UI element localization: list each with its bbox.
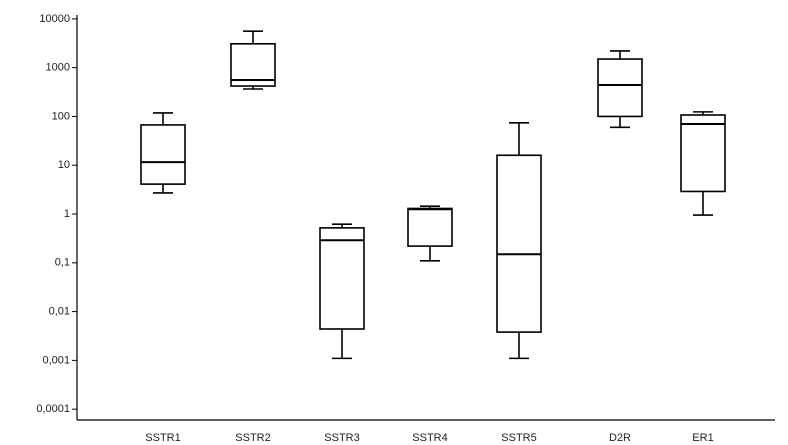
y-tick-label: 10 (58, 159, 70, 171)
box (597, 58, 643, 118)
y-tick-label: 100 (52, 110, 70, 122)
box (680, 114, 726, 193)
x-tick-label: D2R (609, 432, 631, 444)
y-tick-label: 1 (64, 208, 70, 220)
box (230, 43, 276, 87)
x-tick-label: SSTR1 (145, 432, 180, 444)
y-tick-label: 0,01 (49, 306, 70, 318)
box (407, 207, 453, 247)
box (140, 124, 186, 185)
box (496, 154, 542, 333)
y-tick-label: 0,1 (55, 257, 70, 269)
y-tick-label: 10000 (39, 13, 70, 25)
y-tick-label: 0,0001 (36, 403, 70, 415)
box (319, 227, 365, 330)
x-tick-label: SSTR5 (501, 432, 536, 444)
y-tick-label: 0,001 (42, 354, 70, 366)
x-tick-label: SSTR4 (412, 432, 447, 444)
y-tick-label: 1000 (46, 62, 70, 74)
x-tick-label: ER1 (692, 432, 713, 444)
x-tick-label: SSTR2 (235, 432, 270, 444)
x-tick-label: SSTR3 (324, 432, 359, 444)
